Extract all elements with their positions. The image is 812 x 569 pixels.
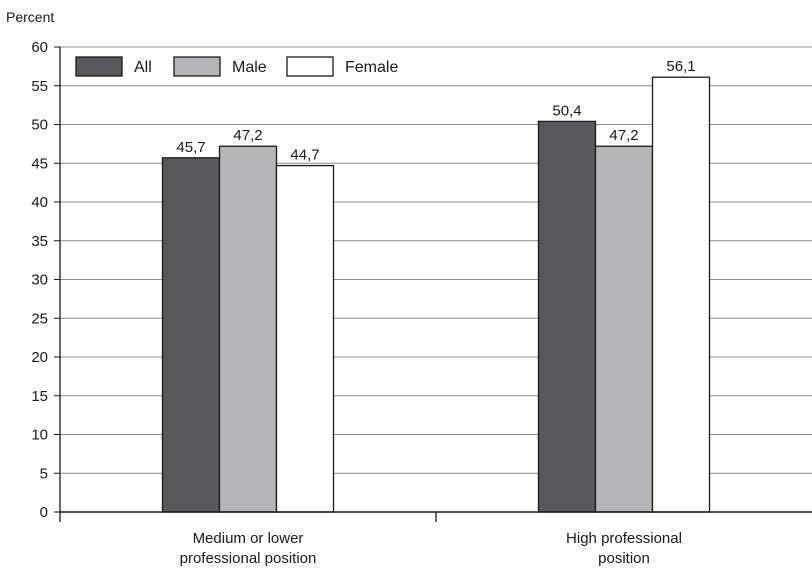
legend-swatch-all <box>75 56 123 77</box>
x-category-label: position <box>598 550 650 567</box>
y-tick-label: 45 <box>31 155 48 172</box>
y-tick-label: 10 <box>31 427 48 444</box>
bar-female <box>275 164 335 513</box>
y-tick-label: 35 <box>31 233 48 250</box>
data-label: 44,7 <box>290 147 319 164</box>
y-tick-label: 50 <box>31 117 48 134</box>
bar-female <box>651 76 711 513</box>
labels: Percent 0 5 10 15 20 25 30 35 40 45 50 55 60 45,7 47,2 4… <box>6 9 696 567</box>
bar-male <box>218 145 278 513</box>
x-category-label: High professional <box>566 530 682 547</box>
data-label: 56,1 <box>666 58 695 75</box>
bar-male <box>594 145 654 513</box>
y-tick-label: 0 <box>40 504 48 521</box>
y-tick-label: 55 <box>31 78 48 95</box>
bar-all <box>161 157 221 513</box>
x-category-label: Medium or lower <box>193 530 304 547</box>
y-tick-label: 40 <box>31 194 48 211</box>
legend-label: All <box>134 59 152 76</box>
y-tick-label: 15 <box>31 388 48 405</box>
bar-all <box>537 120 597 513</box>
legend-swatch-male <box>173 56 221 77</box>
data-label: 47,2 <box>609 127 638 144</box>
bars <box>161 76 711 513</box>
y-tick-label: 30 <box>31 272 48 289</box>
data-label: 50,4 <box>552 102 581 119</box>
y-tick-label: 20 <box>31 349 48 366</box>
legend-label: Male <box>232 59 267 76</box>
legend: All Male Female <box>75 56 398 77</box>
data-label: 47,2 <box>233 127 262 144</box>
y-axis-label: Percent <box>6 9 54 25</box>
legend-label: Female <box>345 59 398 76</box>
legend-swatch-female <box>286 56 334 77</box>
y-tick-label: 25 <box>31 310 48 327</box>
y-tick-label: 5 <box>40 465 48 482</box>
axes <box>54 46 812 522</box>
data-label: 45,7 <box>176 139 205 156</box>
x-category-label: professional position <box>180 550 317 567</box>
y-tick-label: 60 <box>31 39 48 56</box>
